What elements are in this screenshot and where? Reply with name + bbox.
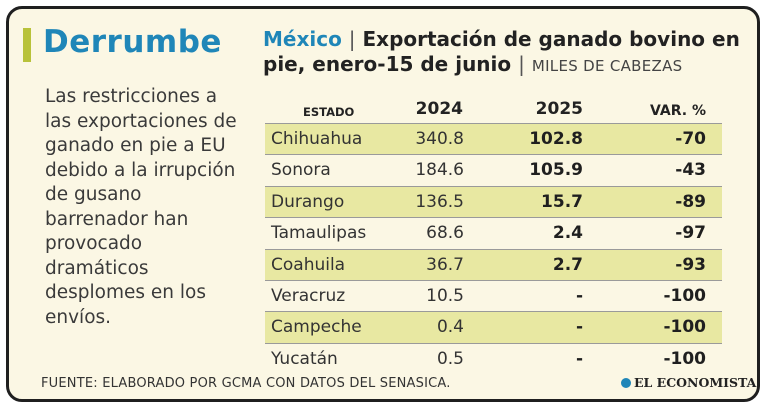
cell-var: -100 <box>663 285 706 306</box>
cell-2025: 102.8 <box>529 129 583 149</box>
cell-2025: 2.4 <box>552 223 583 244</box>
cell-2025: 15.7 <box>541 191 583 212</box>
table-body: Chihuahua 340.8 102.8 -70 Sonora 184.6 105.9 -4… <box>265 123 722 374</box>
cell-estado: Coahuila <box>271 254 346 275</box>
table-header: ESTADO 2024 2025 VAR. % <box>265 96 722 123</box>
cell-estado: Veracruz <box>271 285 346 306</box>
kicker-headline: Derrumbe <box>43 24 222 60</box>
intro-text: Las restricciones a las exportaciones de… <box>45 86 237 328</box>
title-separator: | <box>518 52 525 76</box>
header-2024: 2024 <box>415 99 463 119</box>
cell-2025: - <box>575 348 583 369</box>
table-row: Coahuila 36.7 2.7 -93 <box>265 248 722 280</box>
table-row: Sonora 184.6 105.9 -43 <box>265 154 722 185</box>
table-row: Tamaulipas 68.6 2.4 -97 <box>265 217 722 248</box>
table-row: Durango 136.5 15.7 -89 <box>265 185 722 218</box>
title-main: Exportación de ganado bovino en pie, ene… <box>263 27 740 76</box>
cell-var: -70 <box>675 129 706 149</box>
cell-estado: Durango <box>271 191 345 212</box>
cell-2024: 0.4 <box>436 317 464 338</box>
table-row: Campeche 0.4 - -100 <box>265 311 722 343</box>
title-separator: | <box>348 27 356 51</box>
cell-var: -100 <box>663 317 706 338</box>
cell-2024: 184.6 <box>415 160 464 181</box>
header-2025: 2025 <box>535 99 583 119</box>
cell-2024: 68.6 <box>426 223 464 244</box>
cell-2025: 105.9 <box>529 160 583 181</box>
table-title: México | Exportación de ganado bovino en… <box>263 27 743 79</box>
brand-icon <box>621 378 631 388</box>
header-var: VAR. % <box>650 103 706 119</box>
cell-2025: 2.7 <box>552 254 583 275</box>
table-row: Chihuahua 340.8 102.8 -70 <box>265 123 722 155</box>
cell-2025: - <box>575 285 583 306</box>
cell-var: -100 <box>663 348 706 369</box>
header-estado: ESTADO <box>303 105 355 119</box>
kicker-accent-bar <box>23 28 31 62</box>
title-country: México <box>263 27 342 51</box>
cell-estado: Chihuahua <box>271 129 363 149</box>
cell-2024: 10.5 <box>426 285 464 306</box>
cell-var: -43 <box>675 160 706 181</box>
cell-estado: Sonora <box>271 160 331 181</box>
brand-name: EL ECONOMISTA <box>634 375 757 390</box>
cell-estado: Tamaulipas <box>271 223 367 244</box>
brand-logo: EL ECONOMISTA <box>621 375 756 390</box>
title-units: MILES DE CABEZAS <box>531 57 683 75</box>
cell-2024: 0.5 <box>436 348 464 369</box>
cell-var: -89 <box>675 191 706 212</box>
cell-estado: Campeche <box>271 317 362 338</box>
table-row: Yucatán 0.5 - -100 <box>265 342 722 374</box>
infographic-card: Derrumbe Las restricciones a las exporta… <box>6 6 760 402</box>
cell-var: -97 <box>675 223 706 244</box>
cell-2024: 136.5 <box>415 191 464 212</box>
data-table: ESTADO 2024 2025 VAR. % Chihuahua 340.8 10… <box>265 96 722 374</box>
cell-var: -93 <box>675 254 706 275</box>
table-row: Veracruz 10.5 - -100 <box>265 279 722 311</box>
cell-2025: - <box>575 317 583 338</box>
source-note: FUENTE: ELABORADO POR GCMA CON DATOS DEL… <box>41 376 451 391</box>
cell-2024: 340.8 <box>415 129 464 149</box>
cell-estado: Yucatán <box>271 348 338 369</box>
cell-2024: 36.7 <box>426 254 464 275</box>
